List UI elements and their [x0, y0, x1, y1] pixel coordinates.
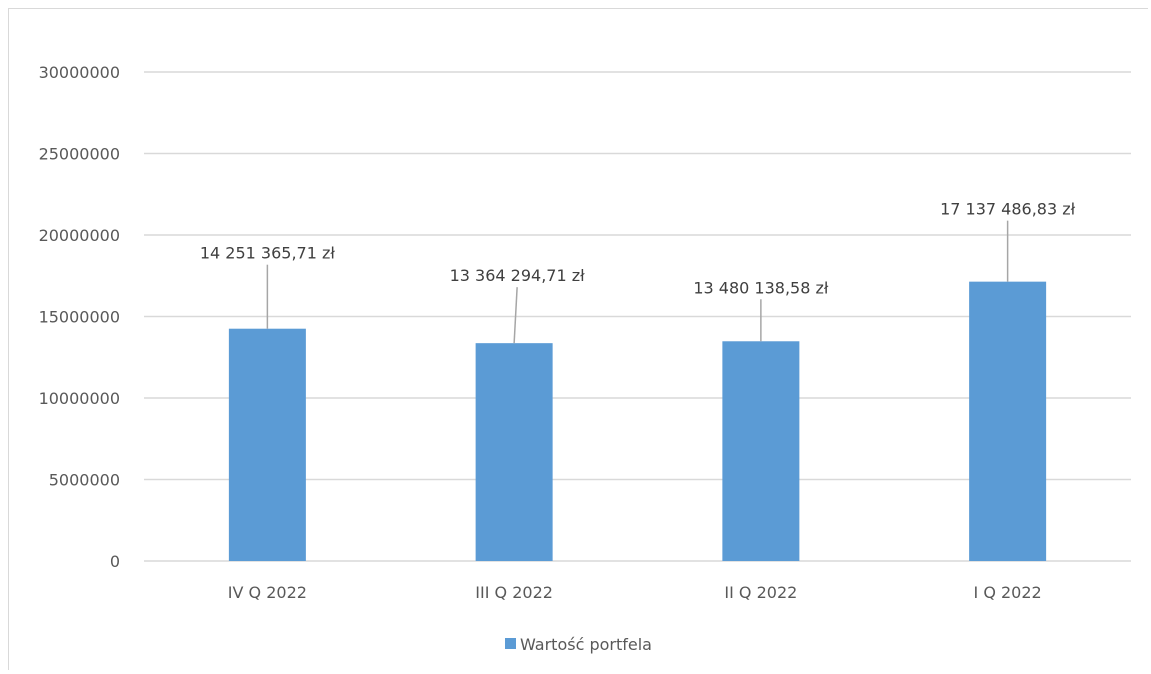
data-label: 14 251 365,71 zł — [200, 244, 336, 263]
data-labels: 14 251 365,71 zł 13 364 294,71 zł 13 480 1… — [200, 200, 1076, 298]
y-tick-label: 15000000 — [39, 308, 120, 327]
y-tick-label: 10000000 — [39, 389, 120, 408]
data-label: 17 137 486,83 zł — [940, 200, 1076, 219]
x-tick-label: IV Q 2022 — [228, 583, 307, 602]
bars — [228, 281, 1047, 561]
legend-label: Wartość portfela — [520, 635, 652, 654]
legend: Wartość portfela — [505, 635, 652, 654]
legend-swatch — [505, 638, 516, 649]
data-label: 13 364 294,71 zł — [450, 266, 586, 285]
x-tick-label: II Q 2022 — [724, 583, 797, 602]
bar — [722, 341, 800, 561]
y-tick-label: 25000000 — [39, 145, 120, 164]
bar — [969, 281, 1047, 561]
x-axis-tick-labels: IV Q 2022 III Q 2022 II Q 2022 I Q 2022 — [228, 583, 1042, 602]
data-label: 13 480 138,58 zł — [693, 278, 829, 297]
y-tick-label: 5000000 — [49, 471, 120, 490]
y-tick-label: 0 — [110, 552, 120, 571]
data-label-leaders — [266, 220, 1009, 344]
chart-frame — [8, 8, 1148, 670]
y-axis-tick-labels: 0 5000000 10000000 15000000 20000000 25000000… — [39, 63, 120, 571]
x-tick-label: III Q 2022 — [475, 583, 553, 602]
y-tick-label: 20000000 — [39, 226, 120, 245]
y-tick-label: 30000000 — [39, 63, 120, 82]
bar — [228, 328, 306, 561]
data-label-leader — [513, 287, 518, 344]
x-tick-label: I Q 2022 — [974, 583, 1042, 602]
gridlines — [144, 71, 1131, 562]
bar — [475, 343, 553, 561]
